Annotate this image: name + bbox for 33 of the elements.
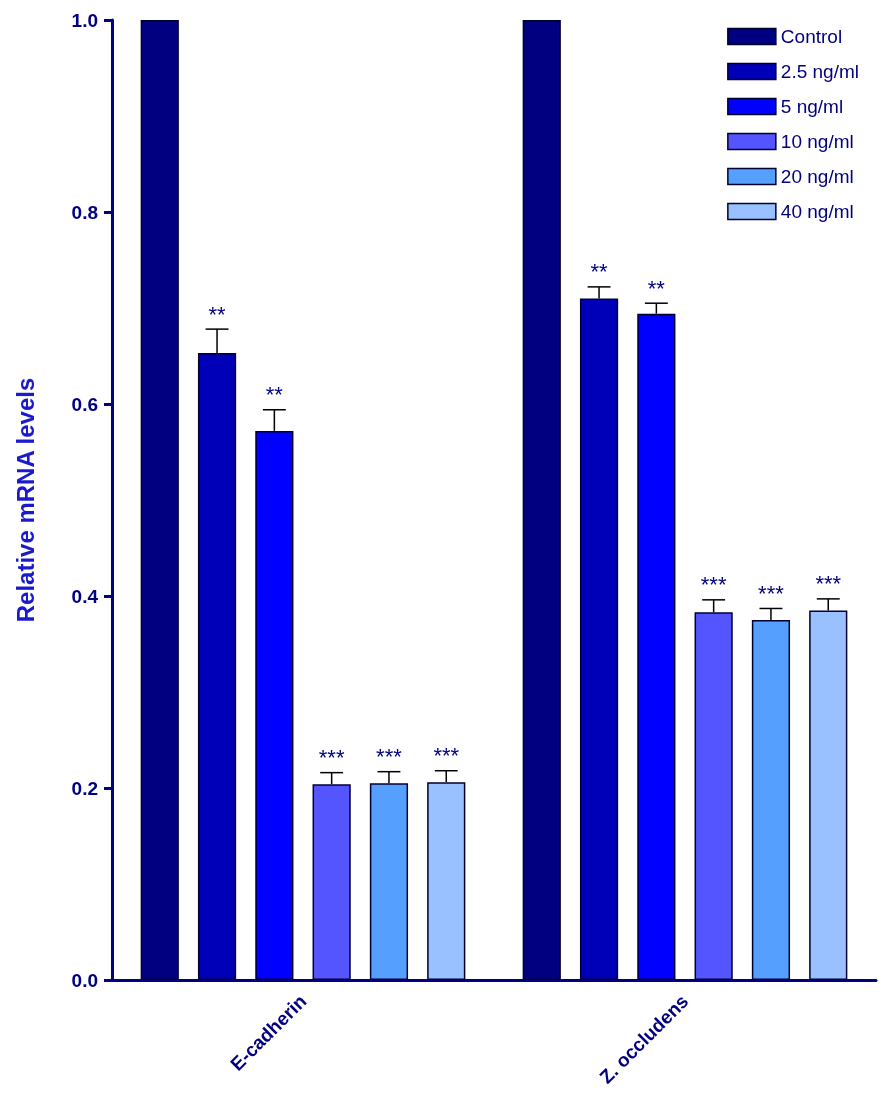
legend-label: 20 ng/ml [780, 166, 854, 187]
y-tick-label: 0.0 [71, 969, 98, 991]
y-tick-label: 0.6 [71, 393, 98, 415]
y-tick-label: 0.8 [71, 201, 98, 223]
bar [312, 784, 351, 980]
bar [579, 298, 619, 980]
data-label: *** [318, 745, 345, 771]
data-label: *** [433, 743, 460, 769]
bar [427, 782, 466, 980]
data-label: *** [700, 572, 727, 598]
legend-label: Control [780, 26, 843, 47]
legend-label: 2.5 ng/ml [780, 61, 859, 82]
legend-label: 40 ng/ml [780, 201, 854, 222]
y-tick-label: 0.2 [71, 777, 98, 799]
bar [694, 612, 733, 980]
bar [809, 610, 848, 980]
y-axis-title: Relative mRNA levels [11, 377, 39, 623]
bar [197, 353, 237, 980]
data-label: ** [590, 259, 609, 285]
bar [369, 783, 409, 980]
bar [255, 430, 294, 980]
data-label: *** [758, 580, 785, 606]
y-tick-label: 1.0 [71, 9, 98, 31]
data-label: *** [815, 571, 842, 597]
legend-label: 5 ng/ml [780, 96, 844, 117]
y-tick-label: 0.4 [71, 585, 99, 607]
bar [751, 620, 791, 980]
data-label: ** [647, 275, 666, 301]
bar [637, 313, 676, 980]
data-label: *** [376, 744, 403, 770]
legend-label: 10 ng/ml [780, 131, 854, 152]
data-label: ** [265, 382, 284, 408]
data-label: ** [208, 301, 227, 327]
